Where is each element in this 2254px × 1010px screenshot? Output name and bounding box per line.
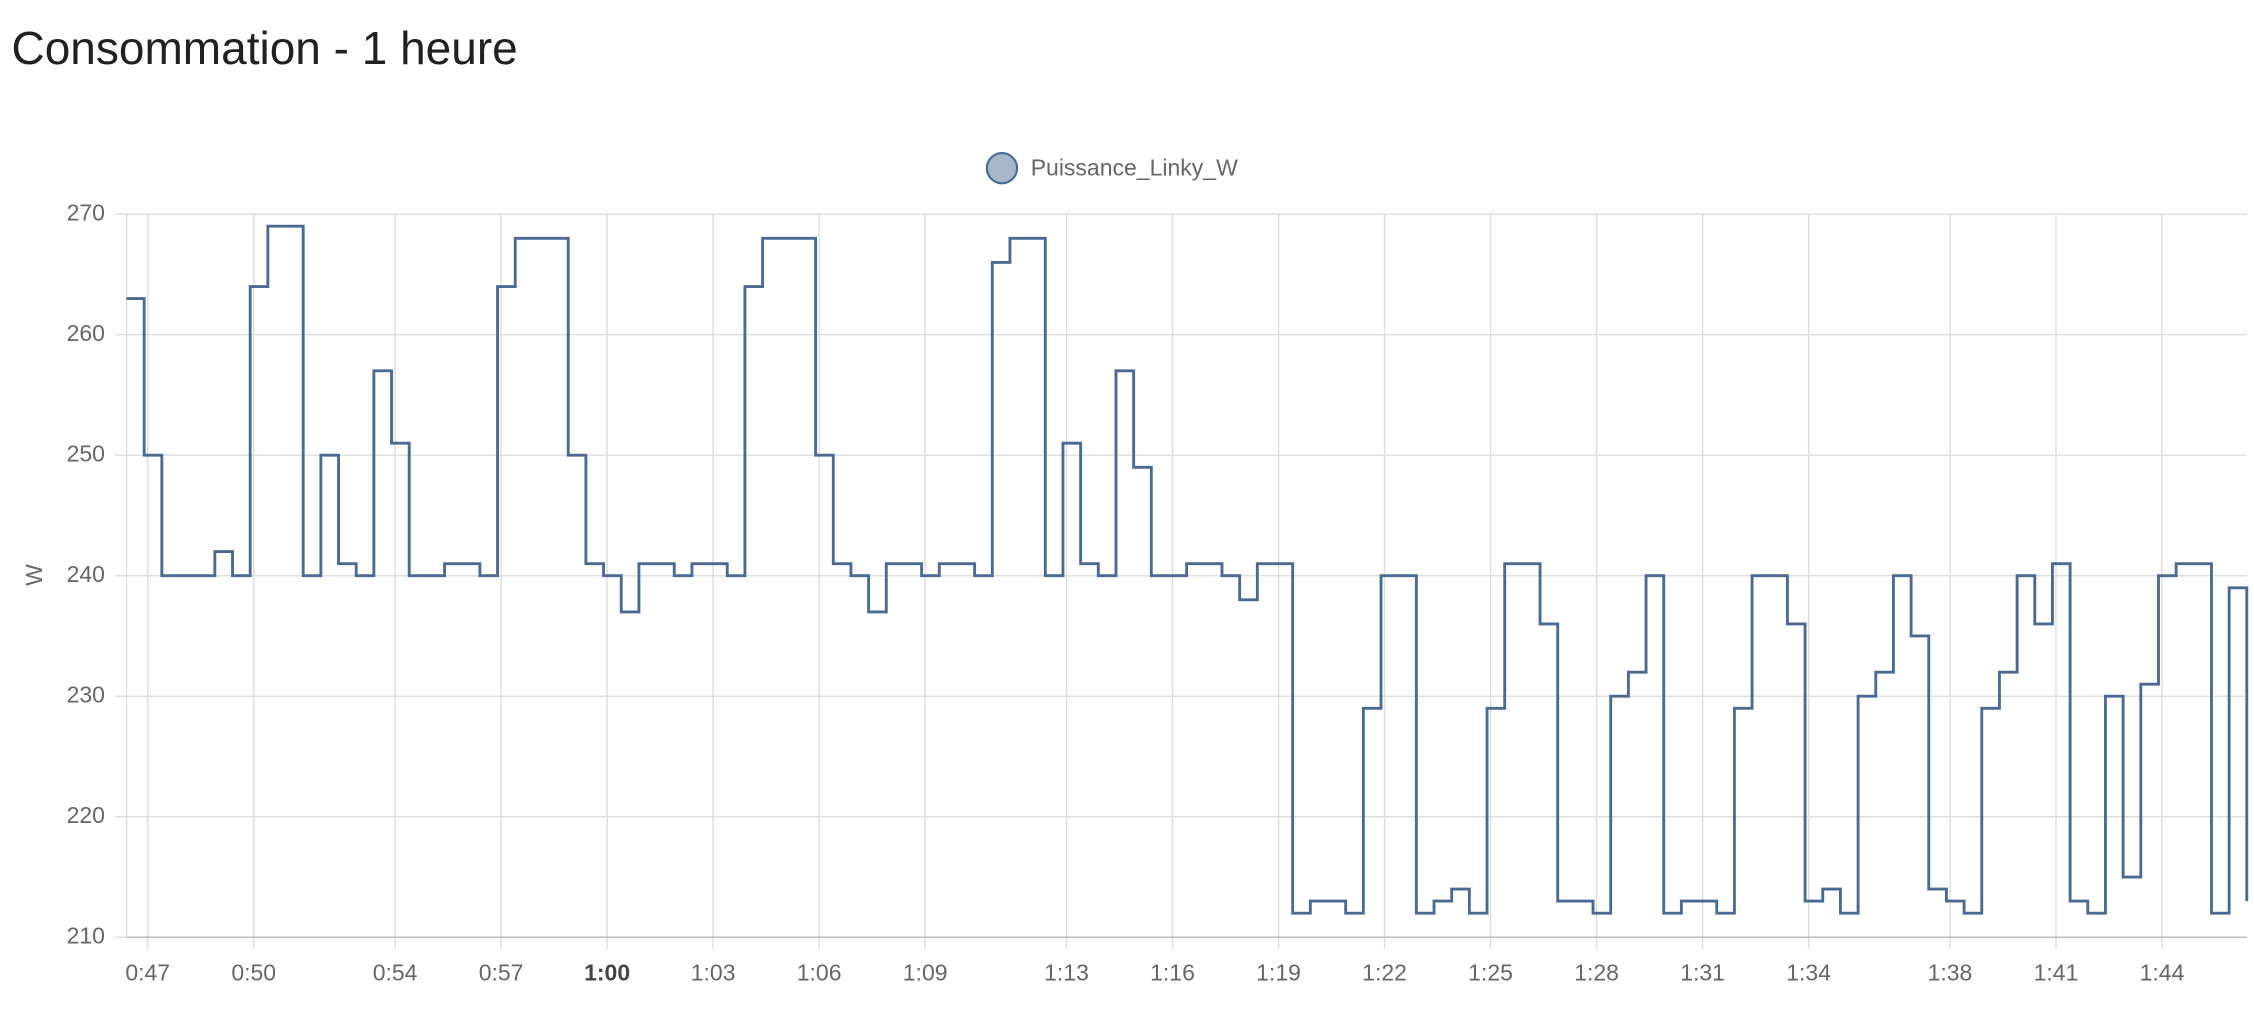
legend-marker xyxy=(985,152,1019,185)
data-line xyxy=(126,224,2249,915)
legend-label: Puissance_Linky_W xyxy=(1031,155,1238,181)
y-tick-label: 220 xyxy=(67,802,105,828)
x-tick-label: 0:57 xyxy=(479,960,524,986)
x-tick-label: 1:06 xyxy=(797,960,842,986)
x-tick-label: 1:41 xyxy=(2034,960,2079,986)
x-tick-label: 1:38 xyxy=(1928,960,1973,986)
x-tick-label: 1:19 xyxy=(1256,960,1301,986)
y-tick-label: 210 xyxy=(67,922,105,948)
x-tick-label: 1:44 xyxy=(2140,960,2185,986)
x-tick-label: 0:50 xyxy=(231,960,276,986)
chart-title: Consommation - 1 heure xyxy=(12,22,518,74)
y-tick-label: 270 xyxy=(67,199,105,225)
x-tick-label: 1:03 xyxy=(691,960,736,986)
x-tick-label: 1:16 xyxy=(1150,960,1195,986)
y-axis-label: W xyxy=(21,564,47,586)
x-tick-label: 1:28 xyxy=(1574,960,1619,986)
x-tick-label: 1:25 xyxy=(1468,960,1513,986)
y-tick-label: 260 xyxy=(67,320,105,346)
x-tick-label: 1:00 xyxy=(584,960,630,986)
x-tick-label: 1:13 xyxy=(1044,960,1089,986)
y-tick-label: 230 xyxy=(67,681,105,707)
x-tick-label: 1:31 xyxy=(1680,960,1725,986)
y-tick-label: 240 xyxy=(67,561,105,587)
x-tick-label: 1:09 xyxy=(903,960,948,986)
x-tick-label: 1:34 xyxy=(1786,960,1831,986)
x-tick-label: 0:47 xyxy=(125,960,170,986)
x-tick-label: 1:22 xyxy=(1362,960,1407,986)
x-tick-label: 0:54 xyxy=(373,960,418,986)
y-tick-label: 250 xyxy=(67,440,105,466)
